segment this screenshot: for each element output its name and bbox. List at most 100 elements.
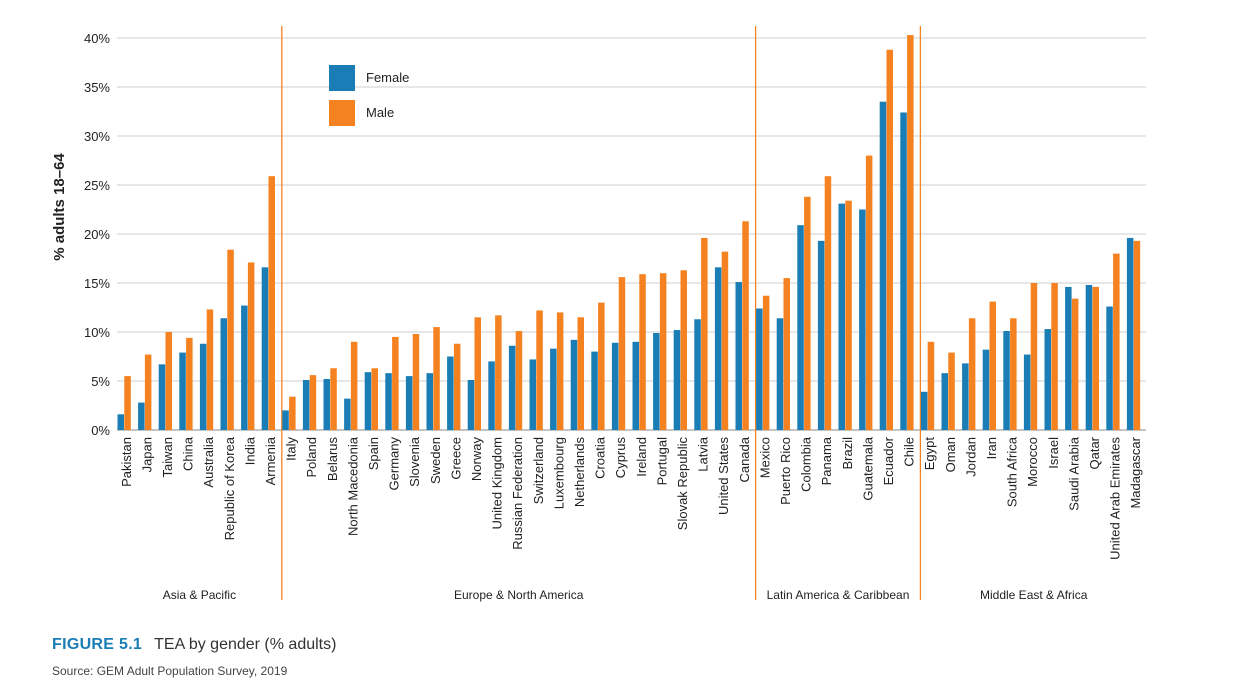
x-tick-label: Madagascar [1128,436,1143,508]
x-tick-label: Spain [366,437,381,470]
legend-swatch [329,65,355,91]
bar-male [475,317,482,430]
x-tick-label: Republic of Korea [222,436,237,540]
bar-female [674,330,681,430]
bar-female [159,364,166,430]
bar-male [804,197,811,430]
x-tick-label: Ireland [634,437,649,477]
bar-female [385,373,392,430]
bar-female [138,403,145,430]
bar-male [248,262,255,430]
x-tick-label: Mexico [757,437,772,478]
bar-male [1113,254,1120,430]
bar-female [921,392,928,430]
x-tick-label: Brazil [840,437,855,470]
bar-female [1045,329,1052,430]
bar-female [344,399,351,430]
x-tick-label: United Arab Emirates [1108,437,1123,560]
figure-number: FIGURE 5.1 [52,636,142,653]
x-tick-label: Oman [943,437,958,472]
bar-male [495,315,502,430]
bar-male [1010,318,1017,430]
bar-female [468,380,475,430]
bar-male [990,302,997,430]
y-tick-labels: 0% 5% 10% 15% 20% 25% 30% 35% 40% [84,31,110,438]
bar-male [1072,299,1079,430]
y-axis-label: % adults 18–64 [51,153,68,261]
figure-title: TEA by gender (% adults) [154,636,336,653]
bar-chart: 0% 5% 10% 15% 20% 25% 30% 35% 40% % adults 18–64… [0,0,1238,630]
bar-male [660,273,667,430]
x-tick-label: Puerto Rico [778,437,793,505]
bar-male [269,176,276,430]
bar-female [530,359,537,430]
bar-male [433,327,440,430]
bar-male [742,221,749,430]
x-tick-label: South Africa [1005,436,1020,507]
bar-male [372,368,379,430]
bar-male [619,277,626,430]
bar-male [516,331,523,430]
x-tick-label: Armenia [263,436,278,485]
bar-female [1024,355,1031,430]
group-label: Asia & Pacific [163,588,236,602]
y-tick-label: 25% [84,178,110,193]
x-tick-label: Cyprus [613,437,628,479]
x-tick-label: Slovak Republic [675,437,690,531]
group-label: Middle East & Africa [980,588,1088,602]
bar-female [200,344,207,430]
x-tick-label: Colombia [799,436,814,492]
x-tick-label: Chile [902,437,917,467]
x-tick-label: Iran [984,437,999,459]
x-tick-label: Ecuador [881,436,896,485]
x-tick-label: Sweden [428,437,443,484]
bar-female [262,267,269,430]
bar-male [578,317,585,430]
x-tick-label: Taiwan [160,437,175,477]
x-tick-label: Saudi Arabia [1066,436,1081,510]
x-tick-label: Panama [819,436,834,485]
x-tick-label: Switzerland [531,437,546,504]
x-tick-label: India [242,436,257,465]
bar-male [845,201,852,430]
bar-male [351,342,358,430]
bar-male [536,310,543,430]
x-tick-label: United States [716,437,731,516]
x-tick-label: Jordan [963,437,978,477]
bar-female [509,346,516,430]
bar-male [1051,283,1058,430]
group-label: Europe & North America [454,588,584,602]
bar-female [777,318,784,430]
bar-female [900,112,907,430]
bars [118,35,1141,430]
bar-male [681,270,688,430]
x-tick-label: Japan [139,437,154,472]
bar-female [324,379,331,430]
y-tick-label: 20% [84,227,110,242]
figure-source: Source: GEM Adult Population Survey, 201… [52,664,287,678]
bar-female [406,376,413,430]
bar-male [887,50,894,430]
x-tick-label: Guatemala [860,436,875,500]
bar-male [969,318,976,430]
x-tick-label: Australia [201,436,216,487]
bar-male [392,337,399,430]
bar-female [427,373,434,430]
bar-male [413,334,420,430]
bar-male [928,342,935,430]
y-tick-label: 0% [91,423,110,438]
bar-female [118,414,125,430]
bar-female [983,350,990,430]
x-tick-label: Morocco [1025,437,1040,487]
x-tick-label: Luxembourg [551,437,566,509]
bar-female [179,353,186,430]
bar-male [207,309,214,430]
bar-female [859,210,866,431]
bar-female [612,343,619,430]
bar-male [598,303,605,430]
bar-female [839,204,846,430]
bar-female [1003,331,1010,430]
x-tick-label: Poland [304,437,319,477]
bar-male [1031,283,1038,430]
bar-male [866,156,873,430]
